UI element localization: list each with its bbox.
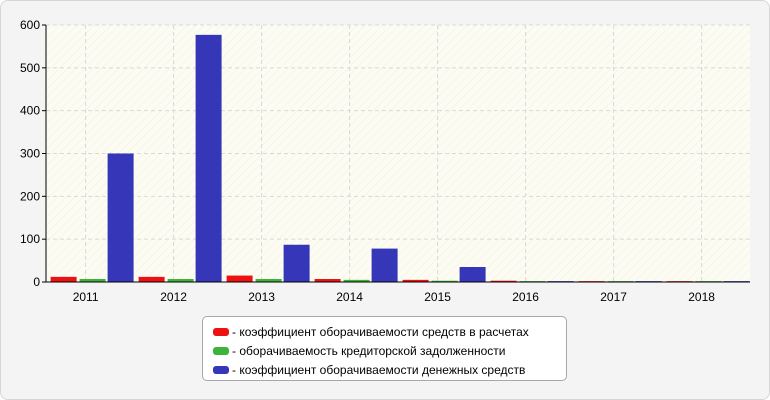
x-tick-label: 2015 bbox=[424, 290, 451, 304]
legend: - коэффициент оборачиваемости средств в … bbox=[202, 316, 567, 381]
y-tick-label: 500 bbox=[20, 61, 40, 75]
legend-item-3: - коэффициент оборачиваемости денежных с… bbox=[203, 360, 566, 379]
x-tick-label: 2013 bbox=[248, 290, 275, 304]
bar bbox=[79, 279, 106, 282]
bar bbox=[167, 279, 194, 282]
x-tick-label: 2018 bbox=[688, 290, 715, 304]
axes bbox=[42, 24, 750, 283]
legend-label-3: - коэффициент оборачиваемости денежных с… bbox=[232, 362, 526, 377]
y-tick-label: 0 bbox=[33, 275, 40, 289]
bar bbox=[255, 279, 282, 282]
y-tick-label: 400 bbox=[20, 104, 40, 118]
x-tick-label: 2014 bbox=[336, 290, 363, 304]
x-tick-labels: 2011 2012 2013 2014 2015 2016 2017 2018 bbox=[73, 290, 716, 304]
grid-lines bbox=[46, 24, 750, 282]
legend-swatch-1 bbox=[213, 327, 229, 336]
bars-group bbox=[50, 34, 750, 282]
x-tick-label: 2017 bbox=[600, 290, 627, 304]
y-tick-label: 100 bbox=[20, 232, 40, 246]
bar bbox=[195, 34, 222, 282]
legend-label-2: - оборачиваемость кредиторской задолженн… bbox=[232, 343, 506, 358]
bar bbox=[343, 279, 370, 282]
bar bbox=[107, 153, 134, 282]
y-tick-label: 300 bbox=[20, 147, 40, 161]
bar bbox=[459, 267, 486, 282]
bar bbox=[283, 244, 310, 282]
y-tick-label: 200 bbox=[20, 189, 40, 203]
legend-label-1: - коэффициент оборачиваемости средств в … bbox=[232, 324, 529, 339]
bar bbox=[431, 280, 458, 282]
bar bbox=[314, 279, 341, 282]
legend-item-2: - оборачиваемость кредиторской задолженн… bbox=[203, 341, 566, 360]
bar bbox=[226, 275, 253, 282]
y-tick-label: 600 bbox=[20, 18, 40, 32]
y-tick-labels: 0 100 200 300 400 500 600 bbox=[20, 18, 40, 289]
bar bbox=[138, 276, 165, 282]
bar bbox=[490, 280, 517, 282]
legend-swatch-2 bbox=[213, 346, 229, 355]
legend-item-1: - коэффициент оборачиваемости средств в … bbox=[203, 322, 566, 341]
bar bbox=[402, 279, 429, 282]
x-tick-label: 2016 bbox=[512, 290, 539, 304]
x-tick-label: 2011 bbox=[73, 290, 99, 304]
bar bbox=[50, 276, 77, 282]
x-tick-label: 2012 bbox=[160, 290, 187, 304]
legend-swatch-3 bbox=[213, 365, 229, 374]
bar bbox=[371, 248, 398, 282]
